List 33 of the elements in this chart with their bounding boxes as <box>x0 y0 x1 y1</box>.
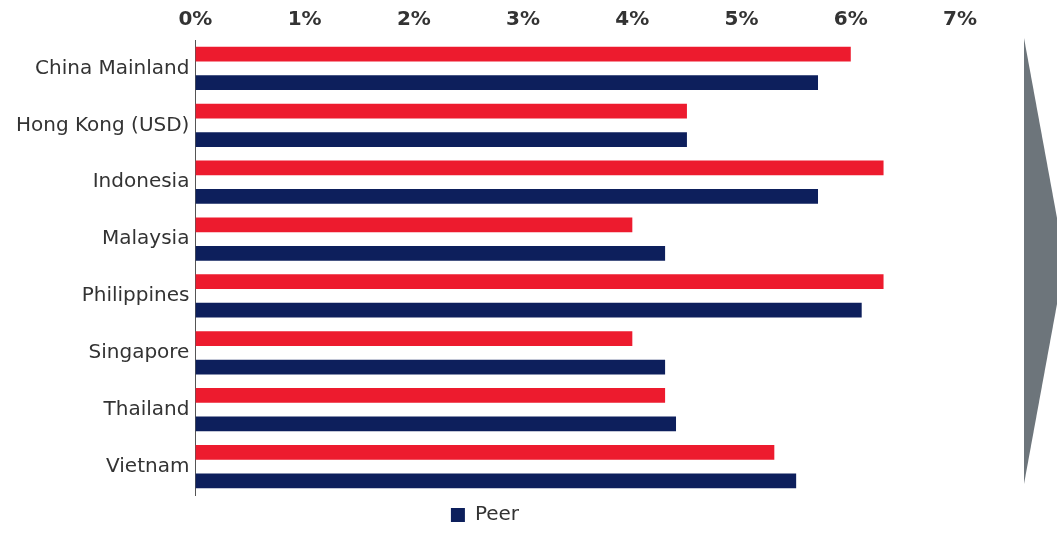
x-tick-label: 7% <box>943 6 977 31</box>
bar <box>195 274 884 290</box>
bar <box>195 217 633 233</box>
bar <box>195 160 884 176</box>
x-tick-label: 1% <box>287 6 322 31</box>
bar <box>195 359 666 375</box>
bar <box>195 132 687 147</box>
x-tick-label: 2% <box>396 6 431 31</box>
x-tick-label: 5% <box>724 6 759 31</box>
bar <box>195 75 819 91</box>
y-tick-label: Indonesia <box>92 168 190 193</box>
bar <box>195 46 851 62</box>
bar <box>195 331 633 346</box>
y-tick-label: Thailand <box>102 395 190 420</box>
y-tick-label: Singapore <box>88 339 190 364</box>
bar <box>195 444 775 460</box>
bar <box>195 103 687 119</box>
bar <box>195 189 819 204</box>
legend-label: Peer <box>474 501 520 526</box>
x-tick-label: 6% <box>833 6 868 31</box>
x-tick-label: 0% <box>178 6 213 31</box>
y-tick-label: Philippines <box>81 282 190 307</box>
bar <box>195 388 666 403</box>
y-tick-label: Malaysia <box>102 225 190 250</box>
bar <box>195 416 677 432</box>
y-tick-label: Vietnam <box>106 452 190 477</box>
x-tick-label: 3% <box>506 6 541 31</box>
x-tick-label: 4% <box>615 6 650 31</box>
bar <box>195 245 666 261</box>
bar <box>195 302 862 318</box>
y-tick-label: China Mainland <box>35 54 190 79</box>
bar <box>195 473 797 489</box>
y-tick-label: Hong Kong (USD) <box>15 111 190 136</box>
